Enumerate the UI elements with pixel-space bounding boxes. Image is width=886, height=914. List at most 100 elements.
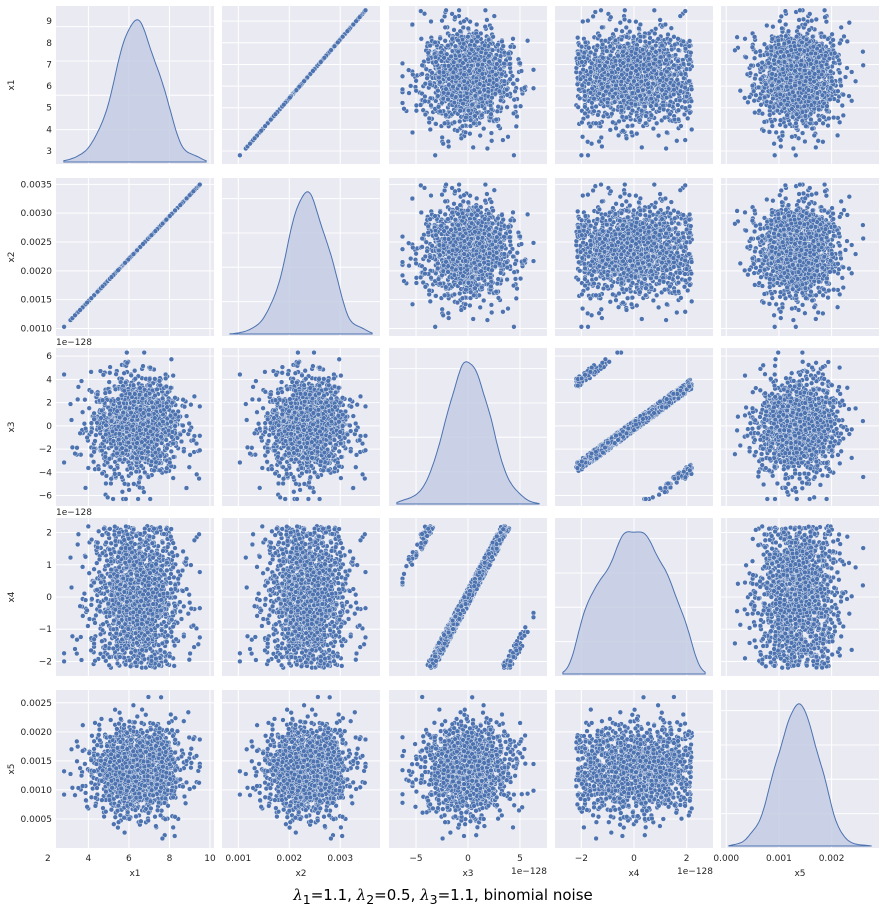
scatter-point [293, 87, 300, 93]
scatter-point [469, 47, 475, 53]
scatter-point [662, 114, 668, 121]
scatter-point [493, 72, 499, 78]
scatter-point [482, 24, 488, 30]
scatter-point [432, 54, 439, 60]
scatter-point [446, 63, 452, 69]
scatter-point [429, 70, 435, 76]
scatter-point [642, 103, 648, 110]
scatter-point [475, 103, 482, 110]
scatter-point [456, 7, 462, 13]
scatter-point [413, 78, 419, 84]
scatter-point [651, 60, 657, 67]
scatter-point [686, 38, 693, 44]
scatter-point [441, 55, 447, 61]
scatter-point [666, 53, 672, 59]
scatter-point [645, 81, 651, 87]
scatter-point [579, 134, 586, 140]
scatter-point [596, 138, 602, 145]
scatter-point [626, 18, 633, 24]
scatter-point [421, 11, 428, 17]
scatter-point [466, 68, 472, 74]
scatter-point [663, 145, 669, 152]
scatter-point [465, 25, 471, 32]
scatter-point [676, 65, 682, 71]
scatter-point [600, 113, 607, 119]
scatter-point [344, 28, 351, 34]
scatter-point [477, 81, 483, 87]
scatter-point [406, 67, 412, 73]
scatter-point [454, 74, 460, 80]
scatter-point [635, 88, 641, 94]
scatter-point [646, 61, 652, 68]
scatter-point [446, 143, 452, 150]
scatter-point [620, 49, 626, 55]
scatter-point [510, 36, 516, 42]
scatter-point [663, 57, 669, 63]
scatter-point [587, 76, 593, 82]
scatter-point [445, 42, 451, 49]
scatter-point [638, 78, 644, 85]
scatter-point [629, 122, 636, 129]
scatter-point [409, 129, 416, 136]
scatter-point [600, 55, 606, 61]
scatter-point [481, 57, 488, 63]
scatter-point [575, 51, 582, 57]
scatter-point [296, 84, 302, 90]
scatter-point [640, 87, 646, 93]
scatter-point [575, 104, 581, 110]
scatter-point [452, 14, 458, 20]
scatter-point [287, 94, 293, 101]
scatter-point [639, 47, 646, 53]
scatter-point [507, 55, 513, 62]
scatter-point [659, 87, 665, 93]
panel-marks [399, 7, 537, 158]
scatter-point [658, 71, 664, 77]
scatter-point [475, 33, 481, 40]
scatter-point [461, 18, 467, 24]
scatter-point [504, 104, 510, 110]
scatter-point [443, 7, 449, 13]
scatter-point [612, 37, 619, 44]
scatter-point [664, 94, 670, 101]
scatter-point [620, 60, 626, 66]
panel-x1-vs-x5 [721, 6, 879, 164]
scatter-point [427, 42, 433, 49]
scatter-point [671, 34, 677, 40]
scatter-point [495, 123, 502, 129]
scatter-point [479, 61, 486, 68]
scatter-point [588, 49, 594, 56]
scatter-point [661, 106, 667, 113]
scatter-point [618, 108, 625, 114]
scatter-point [493, 116, 499, 123]
panel-x1-vs-x4 [555, 6, 713, 164]
scatter-point [603, 88, 609, 95]
scatter-point [610, 94, 616, 100]
scatter-point [452, 43, 459, 49]
scatter-point [505, 50, 511, 57]
scatter-point [507, 44, 514, 50]
scatter-point [664, 129, 670, 136]
scatter-point [465, 34, 471, 40]
scatter-point [486, 53, 492, 59]
scatter-point [408, 83, 414, 89]
scatter-point [632, 102, 639, 108]
scatter-point [627, 29, 633, 35]
scatter-point [643, 120, 649, 126]
scatter-point [612, 99, 618, 105]
scatter-point [637, 54, 644, 60]
scatter-point [487, 77, 493, 84]
panel-marks [573, 7, 695, 158]
scatter-point [585, 18, 591, 24]
scatter-point [454, 128, 461, 134]
scatter-point [413, 88, 419, 94]
scatter-point [467, 123, 474, 129]
scatter-point [647, 35, 653, 41]
scatter-point [579, 82, 585, 88]
panel-marks [63, 19, 207, 163]
scatter-point [495, 42, 501, 48]
scatter-point [769, 119, 775, 125]
scatter-point [681, 75, 687, 81]
y-tick-label: 3 [46, 147, 52, 157]
scatter-point [488, 130, 495, 136]
scatter-point [656, 59, 663, 65]
